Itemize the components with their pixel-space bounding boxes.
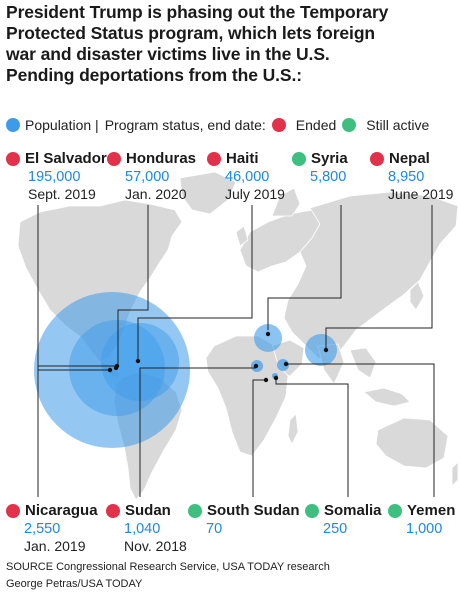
country-label-sudan: Sudan 1,040 Nov. 2018 (106, 502, 187, 555)
population-swatch-icon (6, 118, 20, 132)
country-population: 2,550 (24, 521, 61, 537)
country-end-date: Nov. 2018 (124, 538, 187, 554)
legend-ended-label: Ended (295, 117, 337, 133)
south-sudan-dot (263, 377, 269, 383)
country-label-honduras: Honduras 57,000 Jan. 2020 (107, 150, 196, 203)
source-note: SOURCE Congressional Research Service, U… (6, 561, 330, 573)
country-name: Sudan (125, 502, 171, 519)
syria-bubble (254, 324, 282, 352)
country-end-date: Sept. 2019 (28, 186, 96, 202)
active-status-icon (188, 503, 202, 518)
madagascar-landmass (287, 413, 299, 445)
nicaragua-dot (113, 365, 119, 371)
ended-swatch-icon (271, 118, 286, 132)
country-name: Honduras (126, 150, 197, 167)
country-label-haiti: Haiti 46,000 July 2019 (207, 150, 285, 203)
sudan-dot (253, 363, 259, 369)
south-sudan-leader (252, 379, 266, 497)
country-end-date: Jan. 2019 (24, 538, 86, 554)
country-name: Syria (311, 150, 348, 167)
country-label-nicaragua: Nicaragua 2,550 Jan. 2019 (6, 502, 98, 555)
country-population: 8,950 (388, 169, 425, 185)
honduras-leader (117, 205, 149, 366)
country-name: Yemen (407, 502, 456, 519)
nepal-bubble (305, 334, 337, 366)
legend: Population | Program status, end date: E… (6, 114, 456, 136)
greenland-landmass (179, 171, 237, 215)
syria-dot (265, 331, 271, 337)
new-zealand-landmass (451, 461, 459, 487)
indonesia-landmass (363, 387, 411, 407)
country-name: El Salvador (25, 150, 107, 167)
ended-status-icon (370, 151, 384, 166)
somalia-dot (273, 375, 279, 381)
legend-active-label: Still active (366, 117, 430, 133)
country-label-yemen: Yemen 1,000 (388, 502, 455, 538)
nicaragua-leader (37, 365, 116, 497)
japan-landmass (409, 281, 425, 311)
country-label-el-salvador: El Salvador 195,000 Sept. 2019 (6, 150, 107, 203)
active-status-icon (292, 151, 306, 166)
legend-status-label: Program status, end date: (104, 117, 266, 133)
ended-status-icon (207, 151, 221, 166)
ended-status-icon (107, 151, 121, 166)
southeast-asia-landmass (349, 347, 377, 379)
el-salvador-dot (107, 367, 113, 373)
country-label-nepal: Nepal 8,950 June 2019 (370, 150, 453, 203)
country-population: 250 (323, 521, 348, 537)
credit-note: George Petras/USA TODAY (6, 578, 143, 590)
map-title: President Trump is phasing out the Tempo… (6, 2, 456, 86)
country-end-date: July 2019 (225, 186, 285, 202)
scandinavia-landmass (271, 187, 301, 217)
country-population: 5,800 (310, 169, 347, 185)
title-line: war and disaster victims live in the U.S… (6, 44, 330, 64)
leader-lines (37, 205, 435, 497)
footer: SOURCE Congressional Research Service, U… (6, 559, 330, 593)
country-population: 1,040 (124, 521, 161, 537)
haiti-leader (137, 205, 253, 360)
active-status-icon (388, 503, 402, 518)
country-name: Nepal (389, 150, 430, 167)
sudan-leader (139, 367, 256, 497)
ended-status-icon (6, 503, 20, 518)
active-status-icon (305, 503, 319, 518)
country-population: 57,000 (125, 169, 170, 185)
nepal-leader (325, 205, 433, 348)
title-line: Pending deportations from the U.S.: (6, 65, 302, 85)
uk-landmass (235, 225, 249, 247)
syria-leader (267, 205, 342, 330)
country-population: 195,000 (28, 169, 81, 185)
active-swatch-icon (342, 118, 357, 132)
title-line: President Trump is phasing out the Tempo… (6, 2, 389, 22)
title-line: Protected Status program, which lets for… (6, 23, 375, 43)
country-name: Nicaragua (25, 502, 98, 519)
location-dots (107, 331, 329, 383)
country-population: 46,000 (225, 169, 270, 185)
ended-status-icon (6, 151, 20, 166)
yemen-dot (283, 361, 289, 367)
country-name: Haiti (226, 150, 259, 167)
country-name: Somalia (324, 502, 382, 519)
country-population: 70 (206, 521, 223, 537)
country-label-somalia: Somalia 250 (305, 502, 382, 538)
somalia-leader (275, 378, 349, 497)
australia-landmass (375, 417, 449, 469)
asia-landmass (283, 191, 459, 361)
country-population: 1,000 (406, 521, 443, 537)
country-end-date: June 2019 (388, 186, 454, 202)
country-end-date: Jan. 2020 (125, 186, 187, 202)
haiti-dot (135, 358, 141, 364)
haiti-bubble (101, 323, 179, 401)
ended-status-icon (106, 503, 120, 518)
country-name: South Sudan (207, 502, 300, 519)
country-label-south-sudan: South Sudan 70 (188, 502, 300, 538)
nepal-dot (323, 347, 329, 353)
legend-population-label: Population | (25, 117, 99, 133)
yemen-leader (286, 363, 435, 497)
country-label-syria: Syria 5,800 (292, 150, 348, 186)
